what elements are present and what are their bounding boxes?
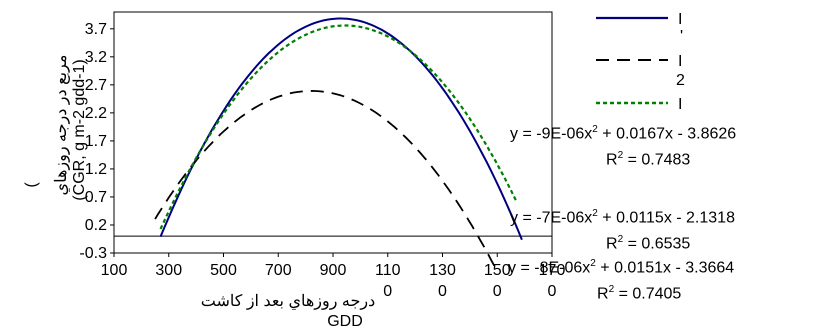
equation-exponent: 2 — [590, 258, 596, 269]
x-tick-label: 700 — [265, 262, 292, 279]
legend-mark: ' — [680, 28, 683, 45]
r-squared-line-2: R2 = 0.6535 — [606, 234, 691, 253]
x-tick-overflow: 0 — [493, 283, 502, 300]
y-tick-label: 0.7 — [85, 189, 107, 206]
series-line-1 — [159, 17, 523, 241]
y-tick-label: 2.7 — [85, 77, 107, 94]
x-tick-overflow: 0 — [548, 283, 557, 300]
equation-line-2: y = -7E-06x2 + 0.0115x - 2.1318 — [510, 208, 735, 227]
x-axis-title: GDD — [327, 313, 363, 330]
x-tick-label: 300 — [155, 262, 182, 279]
y-tick-label: 0.2 — [85, 217, 107, 234]
r-squared-exponent: 2 — [608, 284, 615, 295]
y-tick-label: 3.2 — [85, 49, 107, 66]
plot-area — [113, 11, 553, 254]
x-tick-overflow: 0 — [383, 283, 392, 300]
r-squared-exponent: 2 — [617, 234, 624, 245]
y-tick-label: 1.7 — [85, 133, 107, 150]
y-tick-label: 3.7 — [85, 21, 107, 38]
equation-line-1: y = -9E-06x2 + 0.0167x - 3.8626 — [510, 124, 737, 143]
x-tick-label: 130 — [429, 262, 456, 279]
x-tick-label: 100 — [101, 262, 128, 279]
equation-exponent: 2 — [592, 208, 598, 219]
x-tick-overflow: 0 — [438, 283, 447, 300]
x-tick-label: 500 — [210, 262, 237, 279]
x-tick-label: 170 — [539, 262, 566, 279]
equation-line-3: y = -8E-06x2 + 0.0151x - 3.3664 — [508, 258, 735, 277]
legend-mark: 2 — [676, 72, 685, 89]
y-tick-label: 1.2 — [85, 161, 107, 178]
r-squared-exponent: 2 — [617, 150, 624, 161]
legend-layer: III'2 — [596, 11, 685, 113]
series-layer — [154, 17, 523, 273]
y-tick-label: 2.2 — [85, 105, 107, 122]
y-tick-label: -0.3 — [79, 245, 107, 262]
legend-label-2: I — [678, 53, 682, 70]
legend-label-1: I — [678, 11, 682, 28]
equation-exponent: 2 — [592, 124, 598, 135]
series-line-2 — [154, 89, 499, 273]
y-axis-paren: ( — [23, 182, 40, 188]
y-axis-title-persian: مربع در درجه روزهاي — [53, 55, 70, 196]
y-axis-title-units: (CGR, g m-2 gdd-1) — [71, 59, 88, 200]
x-tick-label: 900 — [320, 262, 347, 279]
r-squared-line-3: R2 = 0.7405 — [597, 284, 682, 303]
labels-layer: GDD درجه روزهاي بعد از كاشت مربع در درجه ر… — [23, 55, 375, 330]
x-tick-label: 110 — [375, 262, 401, 279]
x-tick-label: 150 — [484, 262, 511, 279]
x-axis-title-persian: درجه روزهاي بعد از كاشت — [201, 293, 375, 310]
r-squared-line-1: R2 = 0.7483 — [606, 150, 691, 169]
plot-frame — [113, 11, 553, 254]
legend-label-3: I — [678, 96, 682, 113]
series-line-3 — [159, 24, 518, 230]
axes: -0.3 0.2 0.7 1.2 1.7 2.2 2.7 3.2 3.7 100 300 500 700… — [79, 21, 565, 300]
